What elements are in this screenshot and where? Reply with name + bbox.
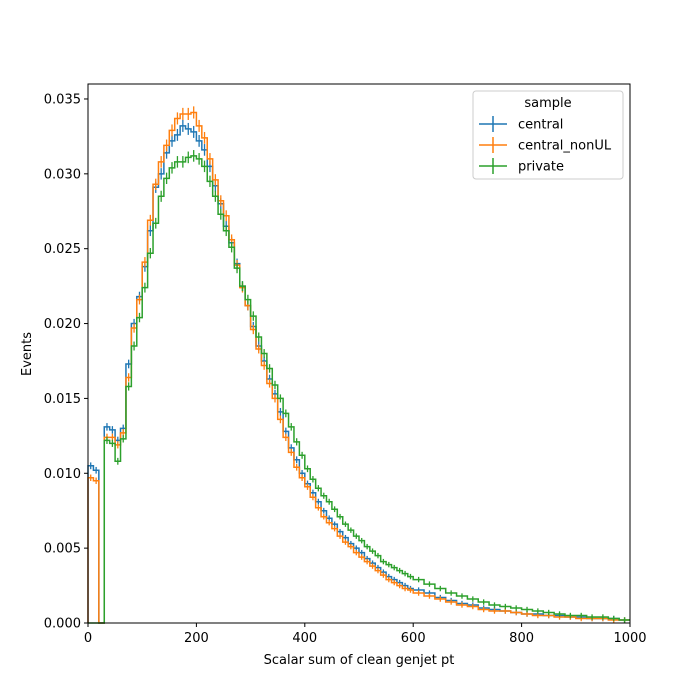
legend-box xyxy=(472,90,624,180)
plot-series xyxy=(87,106,630,624)
x-tick-label: 200 xyxy=(184,631,209,646)
legend-title: sample xyxy=(524,96,571,111)
series-central xyxy=(87,119,630,624)
y-tick-label: 0.000 xyxy=(44,617,81,632)
legend-label: central xyxy=(518,118,563,133)
y-tick-label: 0.030 xyxy=(44,167,81,182)
x-tick-label: 600 xyxy=(401,631,426,646)
plot-frame xyxy=(87,83,631,624)
x-tick-label: 400 xyxy=(292,631,317,646)
histogram-step-line xyxy=(88,155,630,624)
histogram-step-line xyxy=(87,111,630,624)
series-central_nonUL xyxy=(87,106,630,624)
y-tick-label: 0.035 xyxy=(44,92,81,107)
series-private xyxy=(88,150,630,624)
y-axis-label: Events xyxy=(20,332,35,376)
x-axis: 0 200 400 600 800 1000 xyxy=(84,623,647,646)
y-tick-label: 0.015 xyxy=(44,392,81,407)
y-tick-label: 0.020 xyxy=(44,317,81,332)
histogram-step-line xyxy=(87,125,630,624)
x-tick-label: 800 xyxy=(509,631,534,646)
legend-label: private xyxy=(518,160,564,175)
x-tick-label: 0 xyxy=(84,631,92,646)
y-tick-label: 0.025 xyxy=(44,242,81,257)
x-axis-label: Scalar sum of clean genjet pt xyxy=(264,653,455,668)
y-tick-label: 0.005 xyxy=(44,542,81,557)
y-axis: 0.000 0.005 0.010 0.015 0.020 0.025 0.030 0.035 xyxy=(44,92,88,632)
y-tick-label: 0.010 xyxy=(44,467,81,482)
legend-label: central_nonUL xyxy=(518,139,612,154)
x-tick-label: 1000 xyxy=(613,631,646,646)
